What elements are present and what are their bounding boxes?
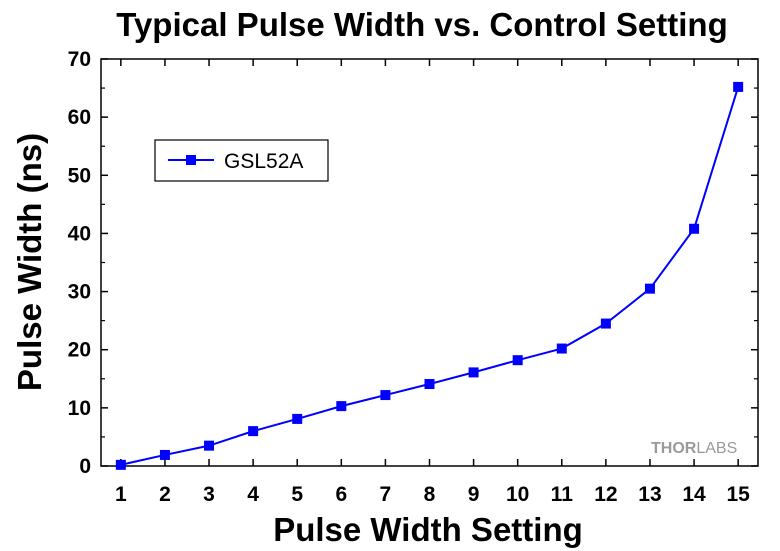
x-tick-label: 8 xyxy=(424,483,436,506)
y-tick-label: 10 xyxy=(68,397,91,420)
x-tick-label: 14 xyxy=(682,483,706,506)
x-axis-title: Pulse Width Setting xyxy=(273,511,583,548)
data-point xyxy=(512,355,523,366)
series-layer xyxy=(115,81,744,470)
legend-label: GSL52A xyxy=(224,150,303,173)
data-point xyxy=(689,223,700,234)
data-point xyxy=(115,459,126,470)
y-tick-label: 70 xyxy=(68,48,91,71)
data-point xyxy=(424,379,435,390)
data-point xyxy=(644,283,655,294)
data-point xyxy=(204,440,215,451)
data-point xyxy=(468,367,479,378)
watermark-thor: THOR xyxy=(651,440,697,457)
legend-marker xyxy=(186,155,196,165)
y-tick-label: 0 xyxy=(79,455,91,478)
x-axis-ticks: 1 2 3 4 5 6 7 8 9 10 11 12 13 14 15 xyxy=(115,59,750,506)
x-tick-label: 15 xyxy=(726,483,750,506)
y-tick-label: 40 xyxy=(68,222,91,245)
chart-title: Typical Pulse Width vs. Control Setting xyxy=(116,6,727,43)
x-tick-label: 9 xyxy=(468,483,480,506)
data-point xyxy=(380,390,391,401)
x-tick-label: 2 xyxy=(159,483,171,506)
y-tick-label: 60 xyxy=(68,106,91,129)
y-tick-label: 20 xyxy=(68,339,91,362)
x-tick-label: 13 xyxy=(638,483,661,506)
y-axis-title: Pulse Width (ns) xyxy=(11,133,48,391)
x-tick-label: 11 xyxy=(551,483,574,506)
x-tick-label: 4 xyxy=(247,483,259,506)
data-point xyxy=(600,318,611,329)
legend: GSL52A xyxy=(154,139,329,182)
y-tick-label: 50 xyxy=(68,164,91,187)
x-tick-label: 12 xyxy=(594,483,617,506)
x-tick-label: 7 xyxy=(380,483,392,506)
y-tick-label: 30 xyxy=(68,281,91,304)
plot-frame xyxy=(100,58,759,467)
x-tick-label: 5 xyxy=(291,483,303,506)
data-point xyxy=(292,413,303,424)
watermark-labs: LABS xyxy=(696,440,737,457)
y-axis-ticks: 0 10 20 30 40 50 60 70 xyxy=(68,48,758,478)
data-point xyxy=(159,449,170,460)
data-point xyxy=(556,343,567,354)
x-tick-label: 1 xyxy=(115,483,127,506)
data-point xyxy=(733,81,744,92)
thorlabs-watermark: THORLABS xyxy=(651,440,737,457)
x-tick-label: 6 xyxy=(335,483,347,506)
data-point xyxy=(248,426,259,437)
x-tick-label: 3 xyxy=(203,483,215,506)
data-point xyxy=(336,401,347,412)
svg-text:THORLABS: THORLABS xyxy=(651,440,737,457)
x-tick-label: 10 xyxy=(506,483,529,506)
